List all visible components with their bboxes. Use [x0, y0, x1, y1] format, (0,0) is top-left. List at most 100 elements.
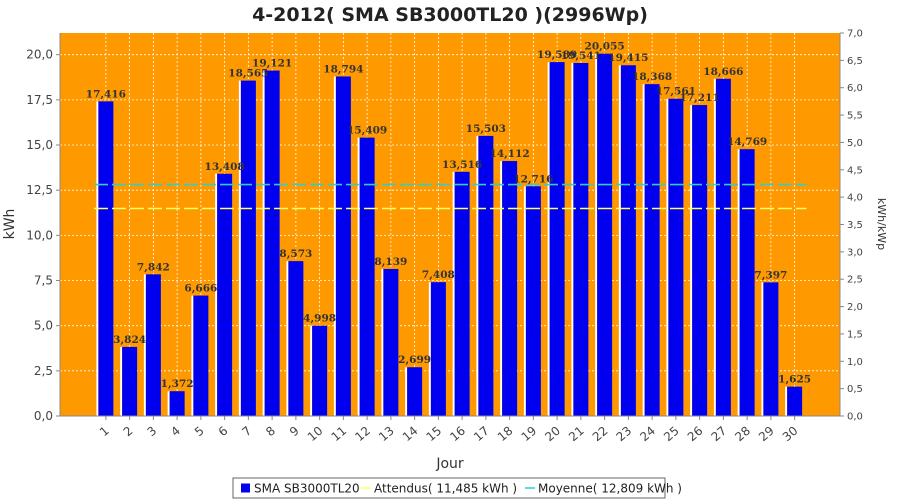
bar-highlight [571, 62, 574, 416]
data-label: 1,625 [778, 374, 811, 386]
bar-highlight [405, 367, 408, 416]
bar-highlight [357, 137, 360, 416]
x-axis-label: Jour [435, 456, 464, 472]
bar-highlight [286, 261, 289, 416]
plot-area [60, 33, 840, 416]
x-tick-label: 11 [329, 424, 350, 445]
y2-tick-label: 1,0 [847, 357, 863, 368]
x-tick-label: 20 [542, 424, 563, 445]
bar [525, 186, 541, 416]
data-label: 19,589 [537, 49, 577, 61]
y-tick-label: 10,0 [26, 228, 53, 242]
bar [430, 282, 446, 416]
x-tick-label: 12 [352, 424, 373, 445]
legend-box [232, 477, 666, 499]
x-tick-label: 4 [168, 424, 183, 440]
y-tick-label: 5,0 [34, 319, 53, 333]
bar [454, 171, 470, 416]
data-label: 17,561 [656, 86, 696, 98]
bar [763, 282, 779, 416]
y-tick-label: 7,5 [34, 274, 53, 288]
bar-highlight [666, 98, 669, 416]
bar-highlight [310, 325, 313, 416]
y2-tick-label: 6,5 [847, 56, 863, 67]
data-label: 19,415 [608, 52, 648, 64]
bar [549, 62, 565, 417]
bar-highlight [785, 386, 788, 416]
legend: SMA SB3000TL20 Attendus( 11,485 kWh ) Moye… [232, 477, 682, 499]
data-label: 17,416 [86, 88, 126, 100]
bar-highlight [167, 391, 170, 416]
data-label: 2,699 [398, 354, 431, 366]
y-tick-label: 20,0 [26, 48, 53, 62]
bar [240, 80, 256, 417]
x-tick-label: 10 [305, 424, 326, 445]
bar-highlight [547, 62, 550, 417]
bar [359, 137, 375, 416]
data-label: 15,503 [466, 123, 506, 135]
x-tick-label: 27 [709, 424, 730, 445]
y2-tick-label: 2,5 [847, 275, 863, 286]
data-label: 7,842 [137, 261, 170, 273]
y-tick-label: 0,0 [34, 409, 53, 423]
x-tick-label: 29 [756, 424, 777, 445]
y-tick-label: 2,5 [34, 364, 53, 378]
x-tick-label: 13 [376, 424, 397, 445]
chart-title: 4-2012( SMA SB3000TL20 )(2996Wp) [252, 4, 648, 26]
bar-highlight [428, 282, 431, 416]
bar [573, 62, 589, 416]
bar [739, 149, 755, 417]
x-tick-label: 28 [732, 424, 753, 445]
x-tick-label: 19 [519, 424, 540, 445]
x-tick-label: 1 [97, 424, 112, 440]
bar-highlight [618, 65, 621, 417]
data-label: 8,573 [279, 248, 312, 260]
bar-highlight [120, 346, 123, 416]
y2-axis: 0,0 0,5 1,0 1,5 2,0 2,5 3,0 3,5 4,0 4,5 5,0 5,5 6,0 6… [839, 29, 863, 423]
bar [692, 105, 708, 416]
bar-highlight [381, 268, 384, 416]
bar [169, 391, 185, 416]
data-label: 8,139 [374, 256, 407, 268]
x-tick-label: 21 [566, 424, 587, 445]
bar-highlight [215, 173, 218, 416]
x-tick-label: 9 [287, 424, 302, 440]
legend-label: Attendus( 11,485 kWh ) [374, 482, 517, 496]
bar-highlight [143, 274, 146, 416]
data-label: 14,769 [727, 136, 767, 148]
bar [715, 78, 731, 416]
data-label: 19,541 [561, 50, 601, 62]
bar-highlight [761, 282, 764, 416]
bar-highlight [262, 70, 265, 416]
data-label: 6,666 [184, 283, 217, 295]
data-label: 18,368 [632, 71, 672, 83]
x-tick-label: 24 [637, 424, 658, 445]
data-labels: 17,4163,8247,8421,3726,66613,40818,56519… [86, 41, 811, 391]
x-tick-label: 8 [263, 424, 278, 440]
x-tick-label: 15 [424, 424, 445, 445]
y-axis-label: kWh [2, 209, 18, 240]
y2-tick-label: 1,5 [847, 329, 863, 340]
bar [217, 173, 233, 416]
bar-highlight [642, 84, 645, 416]
x-tick-label: 2 [121, 424, 136, 440]
bar-highlight [595, 53, 598, 417]
data-label: 17,211 [680, 92, 720, 104]
legend-label: Moyenne( 12,809 kWh ) [538, 482, 682, 496]
bars [96, 53, 803, 417]
bar [620, 65, 636, 417]
data-label: 20,055 [585, 41, 625, 53]
x-tick-label: 18 [495, 424, 516, 445]
bar [145, 274, 161, 416]
data-label: 7,408 [422, 269, 455, 281]
bar [312, 325, 328, 416]
bar-highlight [713, 78, 716, 416]
data-label: 3,824 [113, 334, 146, 346]
bar-highlight [476, 135, 479, 416]
bar [597, 53, 613, 417]
x-tick-label: 22 [590, 424, 611, 445]
bar-highlight [690, 105, 693, 416]
data-label: 1,372 [161, 378, 194, 390]
data-label: 18,565 [228, 68, 268, 80]
data-label: 12,716 [513, 173, 553, 185]
